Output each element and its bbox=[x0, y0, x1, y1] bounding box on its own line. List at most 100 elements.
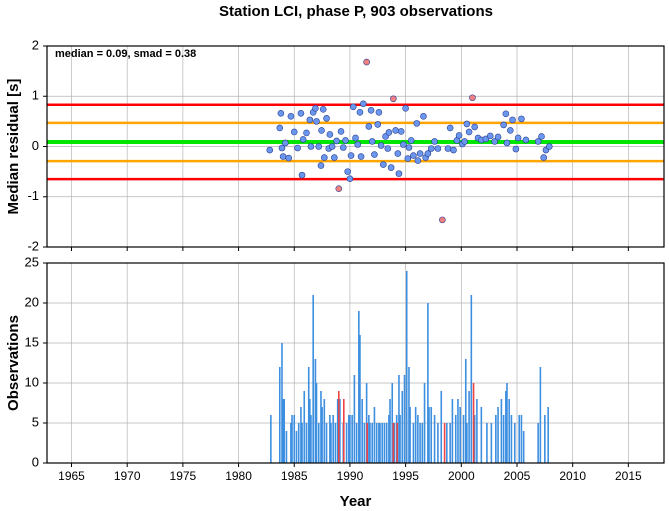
bar bbox=[381, 423, 384, 463]
data-point bbox=[461, 138, 468, 145]
bar bbox=[414, 407, 417, 463]
bar bbox=[278, 367, 281, 463]
bar bbox=[537, 423, 539, 463]
data-point bbox=[323, 115, 330, 122]
data-point bbox=[465, 128, 473, 136]
data-point bbox=[446, 124, 454, 132]
bar bbox=[330, 423, 332, 463]
data-point bbox=[486, 132, 494, 140]
data-point bbox=[307, 143, 315, 150]
bar bbox=[391, 383, 394, 463]
plot-frame bbox=[46, 262, 665, 464]
data-point bbox=[439, 216, 446, 224]
bar bbox=[459, 407, 461, 463]
bar bbox=[293, 415, 296, 463]
bar bbox=[508, 399, 510, 463]
data-point bbox=[400, 141, 407, 148]
bar bbox=[295, 431, 298, 463]
data-point bbox=[384, 145, 392, 152]
data-point bbox=[290, 128, 298, 136]
bar bbox=[348, 415, 350, 463]
data-point bbox=[318, 127, 325, 134]
bar bbox=[393, 423, 396, 463]
data-point bbox=[394, 150, 402, 157]
bar bbox=[315, 383, 318, 463]
data-point bbox=[545, 143, 553, 150]
data-point bbox=[313, 118, 320, 125]
data-point bbox=[538, 133, 545, 140]
data-point bbox=[321, 154, 328, 161]
y-tick-label: 15 bbox=[25, 334, 39, 349]
data-point bbox=[407, 137, 415, 144]
data-point bbox=[279, 153, 287, 160]
bar bbox=[358, 311, 360, 463]
y-tick-label: 0 bbox=[32, 138, 39, 153]
data-point bbox=[285, 154, 292, 162]
bar bbox=[353, 375, 356, 463]
bar bbox=[405, 271, 408, 463]
data-point bbox=[368, 138, 376, 145]
data-point bbox=[431, 138, 438, 145]
x-tick-label: 2010 bbox=[559, 469, 586, 483]
bar bbox=[428, 407, 430, 463]
data-point bbox=[287, 113, 295, 120]
bar bbox=[301, 423, 303, 463]
bar bbox=[337, 391, 340, 463]
bar bbox=[392, 423, 395, 463]
data-point bbox=[434, 145, 442, 152]
bar bbox=[369, 423, 371, 463]
data-point bbox=[375, 109, 383, 116]
bar bbox=[371, 423, 374, 463]
data-point bbox=[469, 94, 476, 102]
bar bbox=[421, 423, 424, 463]
data-point bbox=[500, 121, 507, 129]
bar bbox=[332, 415, 335, 463]
bar bbox=[359, 335, 361, 463]
data-point bbox=[402, 105, 409, 112]
bar bbox=[539, 367, 542, 463]
data-point bbox=[331, 154, 338, 161]
bar bbox=[290, 423, 292, 463]
data-point bbox=[346, 175, 354, 182]
bar bbox=[403, 375, 406, 463]
bar bbox=[401, 391, 404, 463]
annotation: median = 0.09, smad = 0.38 bbox=[55, 48, 196, 60]
bar bbox=[388, 415, 390, 463]
bar bbox=[398, 375, 400, 463]
data-point bbox=[413, 120, 421, 127]
data-point bbox=[509, 116, 516, 124]
bar bbox=[325, 423, 328, 463]
x-tick-label: 1985 bbox=[281, 469, 308, 483]
y-tick-label: 10 bbox=[25, 374, 39, 389]
data-point bbox=[507, 127, 514, 134]
data-point bbox=[512, 145, 520, 153]
data-point bbox=[333, 137, 340, 145]
bar bbox=[451, 399, 454, 463]
x-axis-title: Year bbox=[340, 493, 372, 510]
bar bbox=[368, 415, 370, 463]
data-point bbox=[278, 144, 286, 152]
data-point bbox=[294, 144, 301, 152]
bar bbox=[423, 383, 426, 463]
bar bbox=[433, 415, 436, 463]
bar bbox=[285, 431, 288, 463]
data-point bbox=[335, 185, 343, 193]
data-point bbox=[491, 138, 499, 145]
data-point bbox=[326, 131, 334, 138]
bar bbox=[409, 407, 411, 463]
y-tick-label: 20 bbox=[25, 294, 39, 309]
bar bbox=[446, 423, 448, 463]
bar bbox=[473, 415, 476, 463]
bar bbox=[522, 431, 525, 463]
y-tick-label: 0 bbox=[32, 454, 39, 469]
bar bbox=[282, 399, 284, 463]
bar bbox=[466, 423, 468, 463]
bar bbox=[300, 407, 302, 463]
bar bbox=[373, 407, 376, 463]
bar bbox=[383, 423, 386, 463]
bar bbox=[375, 423, 378, 463]
data-point bbox=[277, 110, 285, 117]
bar bbox=[270, 415, 272, 463]
bar bbox=[310, 415, 312, 463]
